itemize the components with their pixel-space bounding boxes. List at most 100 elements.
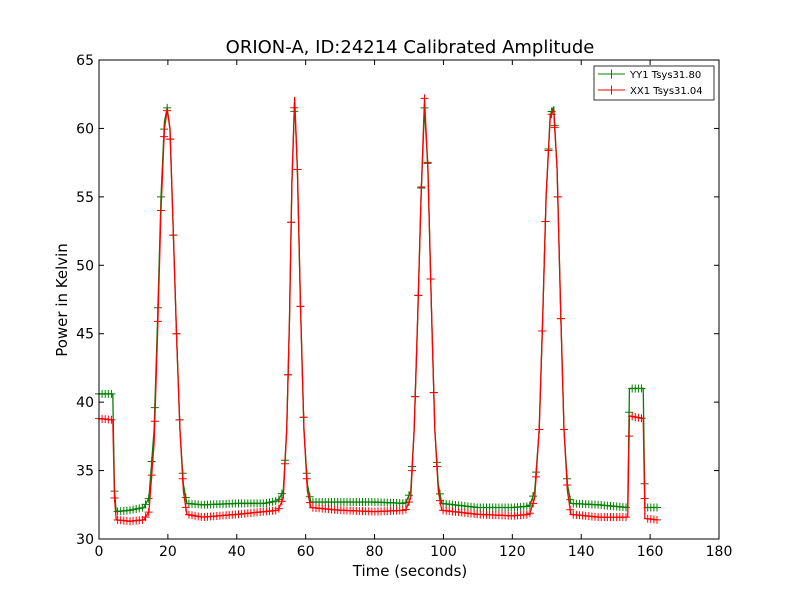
x-tick-label-20: 20 [159,544,177,560]
marker-xx1 [532,472,541,481]
marker-xx1 [107,415,116,424]
marker-xx1 [529,499,537,508]
marker-xx1 [544,146,553,155]
marker-xx1 [110,493,119,502]
chart-title: ORION-A, ID:24214 Calibrated Amplitude [226,37,595,58]
marker-xx1 [172,329,181,338]
marker-xx1 [405,498,413,507]
marker-xx1 [429,388,438,397]
marker-xx1 [302,474,311,483]
x-tick-label-140: 140 [568,544,595,560]
marker-xx1 [287,218,296,227]
x-tick-label-120: 120 [499,544,526,560]
plot-area [99,60,719,539]
series-xx1 [95,94,661,526]
marker-xx1 [166,135,175,144]
marker-xx1 [426,274,435,283]
y-tick-label-40: 40 [76,395,94,411]
marker-xx1 [401,505,410,514]
marker-xx1 [281,459,289,468]
marker-xx1 [408,466,417,475]
marker-xx1 [290,103,299,112]
marker-xx1 [160,132,169,141]
marker-xx1 [563,480,572,489]
marker-xx1 [538,326,547,335]
marker-xx1 [147,471,156,480]
x-tick-label-160: 160 [637,544,664,560]
marker-yy1 [147,457,156,466]
marker-xx1 [653,515,661,524]
marker-xx1 [535,425,544,434]
marker-xx1 [541,217,550,226]
marker-xx1 [274,504,283,513]
y-tick-label-30: 30 [76,532,94,548]
marker-xx1 [560,425,568,434]
marker-xx1 [436,496,444,505]
marker-yy1 [637,384,646,393]
marker-xx1 [566,505,575,514]
ticks-layer: 0 20 40 60 80 100 120 140 160 180 30 35 40 45 50 55 60 65 [76,53,732,560]
y-axis-label: Power in Kelvin [53,243,71,357]
marker-xx1 [296,302,305,311]
marker-xx1 [144,508,153,517]
x-axis-label: Time (seconds) [352,562,468,580]
legend: YY1 Tsys31.80 XX1 Tsys31.04 [593,65,715,101]
marker-yy1 [144,494,153,503]
marker-xx1 [175,415,184,424]
y-tick-label-55: 55 [76,190,94,206]
marker-xx1 [432,462,441,471]
legend-box [593,65,715,101]
marker-xx1 [414,291,423,300]
y-tick-label-35: 35 [76,464,94,480]
marker-xx1 [141,513,150,522]
marker-xx1 [178,474,187,483]
marker-xx1 [525,509,534,518]
marker-yy1 [653,503,661,512]
marker-xx1 [169,231,178,240]
marker-xx1 [293,165,302,174]
marker-yy1 [622,503,630,512]
marker-xx1 [556,314,565,323]
marker-xx1 [157,206,165,215]
marker-xx1 [153,317,162,326]
marker-xx1 [284,370,293,379]
y-tick-label-50: 50 [76,258,94,274]
marker-yy1 [436,489,444,498]
marker-yy1 [405,491,413,500]
marker-xx1 [622,513,630,522]
x-tick-label-180: 180 [706,544,733,560]
marker-xx1 [420,94,429,103]
marker-xx1 [553,192,562,201]
series-layer [95,94,661,526]
marker-yy1 [529,492,537,501]
marker-xx1 [417,183,426,192]
marker-xx1 [640,494,649,503]
x-tick-label-60: 60 [297,544,315,560]
marker-xx1 [637,414,646,423]
marker-xx1 [550,123,559,132]
marker-yy1 [277,489,286,498]
marker-xx1 [163,106,172,115]
legend-label-xx1: XX1 Tsys31.04 [630,86,703,97]
legend-label-yy1: YY1 Tsys31.80 [629,70,701,81]
marker-xx1 [305,498,314,507]
y-tick-label-45: 45 [76,327,94,343]
marker-xx1 [277,497,286,506]
plot-frame [98,59,720,540]
marker-yy1 [141,500,150,509]
marker-xx1 [547,110,556,119]
marker-yy1 [625,408,634,417]
marker-xx1 [150,417,159,426]
x-tick-label-80: 80 [366,544,384,560]
marker-xx1 [423,158,432,167]
marker-xx1 [411,392,420,401]
y-tick-label-60: 60 [76,121,94,137]
x-tick-label-0: 0 [95,544,104,560]
x-tick-label-100: 100 [430,544,457,560]
marker-xx1 [299,413,308,422]
marker-xx1 [625,432,634,441]
marker-yy1 [181,493,190,502]
y-tick-label-65: 65 [76,53,94,69]
marker-yy1 [107,389,116,398]
